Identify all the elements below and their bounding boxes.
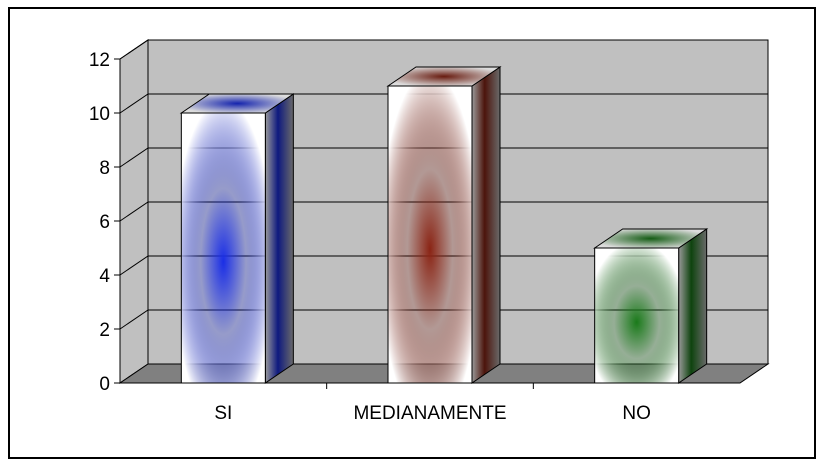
bar-front xyxy=(387,85,473,384)
gridline xyxy=(119,309,768,330)
x-tick-label: NO xyxy=(622,403,651,424)
bar-side xyxy=(264,93,294,384)
bar-front xyxy=(594,247,680,384)
x-tick-label: SI xyxy=(214,403,232,424)
bars xyxy=(179,66,709,384)
gridline xyxy=(119,201,768,222)
x-tick-label: MEDIANAMENTE xyxy=(353,403,506,424)
gridline xyxy=(119,39,768,60)
gridlines xyxy=(119,39,768,330)
gridline xyxy=(119,93,768,114)
y-tick-label: 2 xyxy=(99,320,110,341)
bar-side xyxy=(678,228,708,384)
y-tick-label: 12 xyxy=(89,50,110,71)
y-tick-label: 8 xyxy=(99,158,110,179)
bar-si xyxy=(179,93,295,384)
y-tick-label: 0 xyxy=(99,374,110,395)
bar-no xyxy=(593,228,709,384)
axis-labels: 0 2 4 6 8 10 12 SI MEDIANAMENTE NO xyxy=(89,50,651,424)
gridline xyxy=(119,147,768,168)
bar-side xyxy=(471,66,501,384)
y-tick-label: 6 xyxy=(99,212,110,233)
gridline xyxy=(119,255,768,276)
bar-medianamente xyxy=(386,66,502,384)
bar-front xyxy=(180,112,266,384)
y-tick-label: 10 xyxy=(89,104,110,125)
y-tick-label: 4 xyxy=(99,266,110,287)
